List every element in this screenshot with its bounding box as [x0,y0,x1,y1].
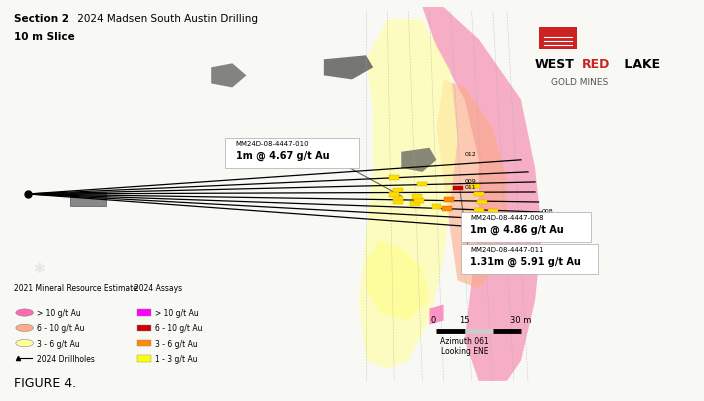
Bar [488,210,498,215]
Polygon shape [359,20,458,369]
Text: GOLD MINES: GOLD MINES [551,78,608,87]
FancyBboxPatch shape [461,213,591,243]
Ellipse shape [15,324,34,332]
Text: 2024 Assays: 2024 Assays [134,284,182,293]
Polygon shape [366,241,429,321]
FancyBboxPatch shape [225,138,359,168]
Polygon shape [324,56,373,80]
Ellipse shape [15,309,34,316]
Text: 0: 0 [430,315,436,324]
Bar [410,202,420,207]
Text: > 10 g/t Au: > 10 g/t Au [37,308,80,317]
Text: WEST: WEST [535,58,575,71]
Text: MM24D-08-4447-011: MM24D-08-4447-011 [470,247,544,253]
Text: 1 - 3 g/t Au: 1 - 3 g/t Au [155,354,198,363]
Text: 2024 Drillholes: 2024 Drillholes [37,354,94,363]
Bar [137,340,151,346]
Bar [393,196,403,201]
Text: MM24D-08-4447-010: MM24D-08-4447-010 [236,140,310,146]
Text: 15: 15 [460,315,470,324]
Bar [417,182,427,187]
Text: 1.31m @ 5.91 g/t Au: 1.31m @ 5.91 g/t Au [470,256,581,267]
Bar [393,188,403,193]
Text: 011: 011 [465,185,477,190]
Text: 30 m: 30 m [510,315,532,324]
Bar [474,192,484,197]
Text: Looking ENE: Looking ENE [441,346,489,355]
Bar [393,199,403,204]
Polygon shape [422,8,542,381]
Bar [70,192,106,207]
Text: 6 - 10 g/t Au: 6 - 10 g/t Au [37,324,84,332]
Text: MM24D-08-4447-008: MM24D-08-4447-008 [470,215,544,221]
Polygon shape [211,64,246,88]
Text: 3 - 6 g/t Au: 3 - 6 g/t Au [37,339,80,348]
Bar [453,186,463,191]
Text: 1m @ 4.67 g/t Au: 1m @ 4.67 g/t Au [236,150,329,160]
Text: Section 2: Section 2 [14,14,69,24]
Bar [539,28,577,50]
Text: 3 - 6 g/t Au: 3 - 6 g/t Au [155,339,198,348]
Text: 010: 010 [553,230,565,235]
Bar [137,325,151,331]
Text: 009: 009 [465,179,477,184]
Bar [412,195,422,200]
Text: 2021 Mineral Resource Estimate: 2021 Mineral Resource Estimate [14,284,138,293]
Text: Azimuth 061: Azimuth 061 [440,336,489,345]
Bar [414,198,424,203]
Bar [137,310,151,316]
Text: LAKE: LAKE [620,58,660,71]
Text: FIGURE 4.: FIGURE 4. [14,376,76,389]
Bar [477,200,487,205]
Bar [389,193,399,198]
Ellipse shape [15,340,34,347]
Text: > 10 g/t Au: > 10 g/t Au [155,308,199,317]
Text: 2024 Madsen South Austin Drilling: 2024 Madsen South Austin Drilling [74,14,258,24]
Text: 10 m Slice: 10 m Slice [14,32,75,42]
Text: 012: 012 [465,152,477,157]
Bar [432,205,441,209]
Bar [495,215,505,220]
Text: ✱: ✱ [33,262,44,275]
Bar [444,198,454,203]
Text: 6 - 10 g/t Au: 6 - 10 g/t Au [155,324,202,332]
Polygon shape [401,148,436,172]
Polygon shape [429,305,444,325]
FancyBboxPatch shape [461,245,598,275]
Bar [442,207,452,211]
Bar [137,355,151,362]
Text: 008: 008 [542,208,554,213]
Text: 1m @ 4.86 g/t Au: 1m @ 4.86 g/t Au [470,224,564,235]
Bar [481,213,491,218]
Text: RED: RED [582,58,610,71]
Polygon shape [436,80,507,289]
Bar [470,184,480,189]
Bar [474,208,484,213]
Bar [389,176,399,181]
